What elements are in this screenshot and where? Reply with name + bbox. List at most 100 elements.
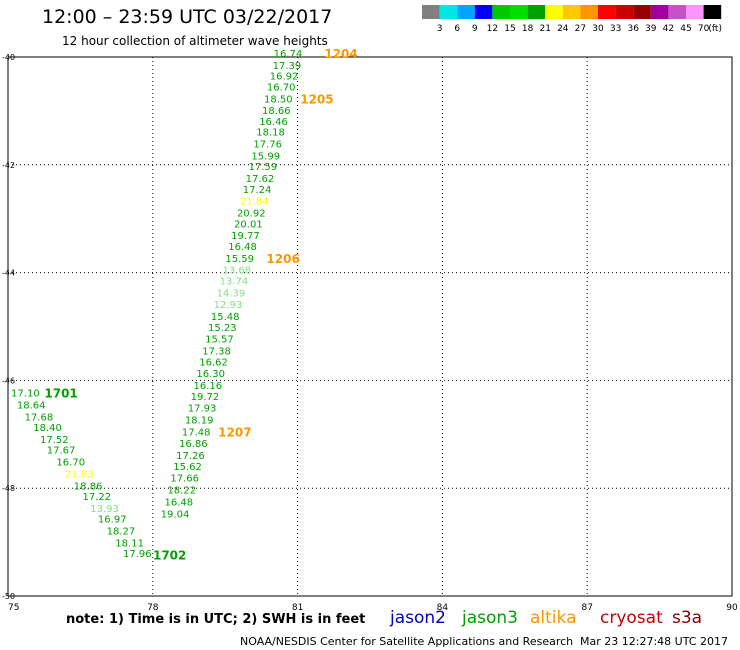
wave-height-value: 16.48	[228, 242, 257, 253]
color-scale-swatch	[580, 5, 598, 19]
color-scale-label: 6	[454, 24, 460, 34]
map-title: 12:00 – 23:59 UTC 03/22/2017	[42, 6, 333, 28]
latitude-tick-label: -46	[2, 376, 15, 385]
wave-height-value: 16.46	[259, 117, 288, 128]
color-scale-label: 15	[504, 24, 515, 34]
color-scale-legend: 3 6 9 12 15 18 21 24 27 30 33 36 39 42 45 70 (ft)	[422, 5, 722, 34]
pass-label: 1204	[324, 47, 357, 61]
color-scale-label: 3	[437, 24, 443, 34]
color-scale-swatch	[668, 5, 686, 19]
map-frame	[7, 56, 733, 597]
longitude-tick-label: 78	[147, 603, 159, 613]
wave-height-value: 15.57	[205, 335, 234, 346]
color-scale-label: 9	[472, 24, 478, 34]
wave-height-value: 16.16	[194, 381, 223, 392]
wave-height-value: 20.92	[237, 209, 266, 220]
color-scale-swatch	[439, 5, 458, 19]
wave-height-value: 18.40	[33, 423, 62, 434]
wave-height-value: 18.19	[185, 416, 214, 427]
wave-height-value: 16.97	[98, 515, 127, 526]
wave-height-value: 18.64	[17, 400, 46, 411]
wave-height-value: 17.24	[243, 185, 272, 196]
wave-height-value: 18.11	[115, 538, 144, 549]
pass-label: 1205	[300, 92, 333, 106]
color-scale-swatch	[474, 5, 493, 19]
color-scale-swatch	[562, 5, 581, 19]
color-scale-label: 42	[663, 24, 674, 34]
credit-line: NOAA/NESDIS Center for Satellite Applica…	[240, 635, 574, 648]
wave-height-value: 20.01	[234, 219, 263, 230]
wave-height-value: 16.62	[199, 357, 228, 368]
wave-height-value: 12.93	[214, 300, 243, 311]
color-scale-swatch	[598, 5, 616, 19]
satellite-legend-altika: altika	[530, 608, 577, 628]
wave-height-value: 13.74	[220, 276, 249, 287]
latitude-tick-label: -48	[2, 484, 15, 493]
wave-height-value: 15.59	[225, 254, 254, 265]
wave-height-value: 17.96	[123, 549, 152, 560]
wave-height-value: 17.62	[246, 174, 275, 185]
color-scale-label: 33	[610, 24, 621, 34]
wave-height-value: 19.77	[231, 231, 260, 242]
wave-height-value: 13.93	[90, 504, 119, 515]
wave-height-value: 18.22	[167, 486, 196, 497]
wave-height-value: 13.68	[222, 266, 251, 277]
longitude-tick-label: 90	[726, 603, 738, 613]
wave-height-value: 16.30	[196, 369, 225, 380]
color-scale-swatch	[527, 5, 546, 19]
latitude-tick-label: -40	[2, 53, 15, 62]
wave-height-value: 21.83	[65, 469, 94, 480]
wave-height-value: 16.74	[274, 49, 303, 60]
color-scale-swatch	[457, 5, 475, 19]
color-scale-label: 30	[592, 24, 604, 34]
color-scale-swatch	[703, 5, 722, 19]
map-subtitle: 12 hour collection of altimeter wave hei…	[62, 34, 328, 48]
color-scale-swatch	[510, 5, 528, 19]
pass-label: 1702	[153, 548, 186, 562]
wave-height-value: 17.52	[40, 435, 69, 446]
wave-height-value: 17.39	[273, 61, 302, 72]
wave-height-value: 16.92	[270, 72, 299, 83]
wave-height-value: 17.59	[249, 162, 278, 173]
pass-label: 1701	[44, 387, 77, 401]
wave-height-value: 15.48	[211, 312, 240, 323]
wave-height-value: 21.84	[240, 197, 269, 208]
color-scale-swatch	[615, 5, 634, 19]
color-scale-label: 36	[627, 24, 639, 34]
pass-label: 1207	[218, 425, 251, 439]
longitude-tick-label: 81	[292, 603, 303, 613]
wave-height-value: 15.99	[251, 151, 280, 162]
color-scale-swatch	[686, 5, 704, 19]
satellite-legend-jason2: jason2	[390, 608, 446, 628]
wave-height-value: 17.48	[182, 427, 211, 438]
wave-height-value: 15.62	[173, 462, 202, 473]
satellite-legend-s3a: s3a	[672, 608, 703, 628]
wave-height-value: 17.66	[170, 474, 199, 485]
color-scale-swatch	[650, 5, 669, 19]
color-scale-swatch	[633, 5, 651, 19]
color-scale-unit: (ft)	[708, 24, 722, 34]
wave-height-value: 16.70	[56, 458, 85, 469]
wave-height-value: 14.39	[217, 288, 246, 299]
color-scale-label: 45	[680, 24, 691, 34]
latitude-tick-label: -44	[2, 269, 15, 278]
units-note: note: 1) Time is in UTC; 2) SWH is in fe…	[66, 612, 366, 627]
wave-height-value: 16.48	[165, 497, 194, 508]
satellite-legend-jason3: jason3	[462, 608, 518, 628]
wave-height-value: 17.10	[11, 389, 40, 400]
wave-height-value: 17.38	[202, 347, 231, 358]
color-scale-label: 27	[575, 24, 586, 34]
wave-height-value: 17.67	[47, 446, 76, 457]
color-scale-label: 39	[645, 24, 657, 34]
wave-height-value: 17.68	[25, 412, 54, 423]
wave-height-value: 18.27	[107, 527, 136, 538]
wave-height-value: 16.70	[267, 82, 296, 93]
latitude-tick-label: -42	[2, 161, 15, 170]
generated-timestamp: Mar 23 12:27:48 UTC 2017	[580, 635, 728, 648]
color-scale-swatch	[422, 5, 440, 19]
longitude-tick-label: 87	[581, 603, 592, 613]
wave-height-value: 18.86	[74, 481, 103, 492]
wave-height-value: 17.76	[253, 140, 282, 151]
wave-height-value: 15.23	[208, 323, 237, 334]
